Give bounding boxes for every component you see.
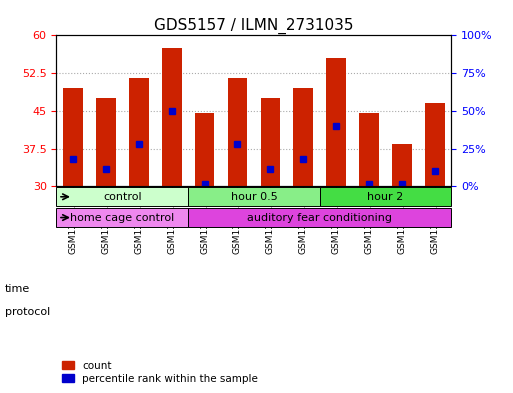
Text: auditory fear conditioning: auditory fear conditioning xyxy=(247,213,392,222)
Text: time: time xyxy=(5,284,30,294)
Bar xyxy=(96,98,115,186)
Bar xyxy=(228,78,247,186)
Bar xyxy=(162,48,182,186)
Title: GDS5157 / ILMN_2731035: GDS5157 / ILMN_2731035 xyxy=(154,18,353,34)
FancyBboxPatch shape xyxy=(188,187,320,206)
Text: hour 0.5: hour 0.5 xyxy=(230,192,278,202)
Bar xyxy=(261,98,280,186)
FancyBboxPatch shape xyxy=(320,187,451,206)
FancyBboxPatch shape xyxy=(188,208,451,227)
Bar xyxy=(359,114,379,186)
Bar xyxy=(326,58,346,186)
Text: home cage control: home cage control xyxy=(70,213,174,222)
Bar xyxy=(392,143,412,186)
Bar xyxy=(129,78,149,186)
Legend: count, percentile rank within the sample: count, percentile rank within the sample xyxy=(62,361,259,384)
Bar xyxy=(425,103,445,186)
Text: control: control xyxy=(103,192,142,202)
Text: protocol: protocol xyxy=(5,307,50,318)
Bar xyxy=(63,88,83,186)
Bar xyxy=(293,88,313,186)
Bar xyxy=(194,114,214,186)
FancyBboxPatch shape xyxy=(56,208,188,227)
Text: hour 2: hour 2 xyxy=(367,192,404,202)
FancyBboxPatch shape xyxy=(56,187,188,206)
